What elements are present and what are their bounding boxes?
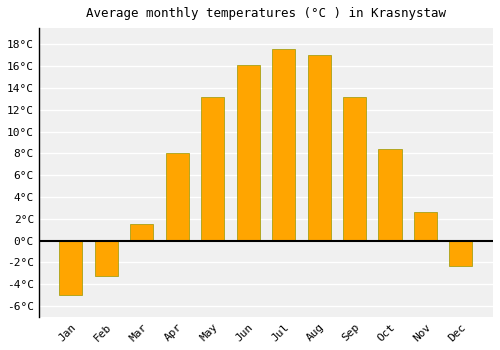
Bar [236, 65, 260, 240]
Bar [166, 153, 189, 240]
Bar [414, 212, 437, 240]
Bar [308, 55, 330, 240]
Bar [450, 240, 472, 266]
Bar [95, 240, 118, 276]
Bar [272, 49, 295, 240]
Bar [343, 97, 366, 240]
Bar [378, 149, 402, 240]
Bar [201, 97, 224, 240]
Title: Average monthly temperatures (°C ) in Krasnystaw: Average monthly temperatures (°C ) in Kr… [86, 7, 446, 20]
Bar [60, 240, 82, 295]
Bar [130, 224, 154, 240]
